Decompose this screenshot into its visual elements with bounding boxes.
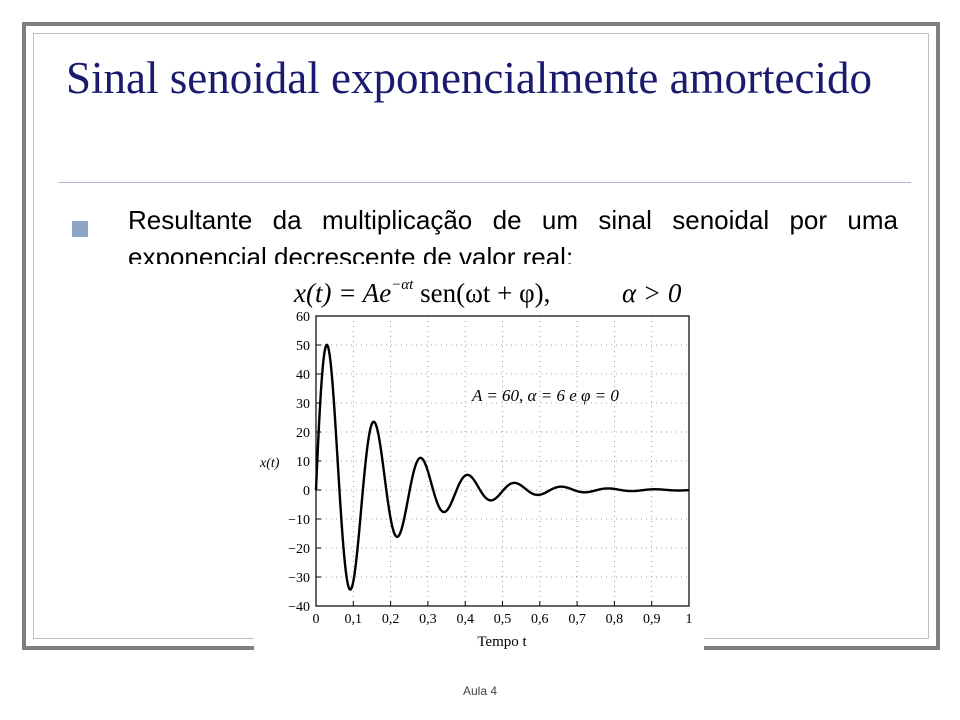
chart-grid bbox=[315, 315, 690, 607]
x-tick-label: 0,9 bbox=[643, 612, 661, 627]
series-line-x-of-t bbox=[314, 343, 690, 591]
y-tick-label: 20 bbox=[296, 426, 310, 441]
y-tick-label: 0 bbox=[303, 484, 310, 499]
y-tick-label: 60 bbox=[296, 310, 310, 325]
formula-exponent: −αt bbox=[391, 277, 414, 293]
y-tick-label: 10 bbox=[296, 455, 310, 470]
x-tick-label: 1 bbox=[686, 612, 693, 627]
x-tick-label: 0,1 bbox=[345, 612, 363, 627]
y-tick-label: −20 bbox=[288, 542, 310, 557]
y-tick-label: −30 bbox=[288, 571, 310, 586]
figure: x(t) = Ae−αt sen(ωt + φ), α > 0 60 50 40 30… bbox=[254, 264, 704, 650]
x-tick-label: 0 bbox=[313, 612, 320, 627]
x-tick-label: 0,4 bbox=[456, 612, 474, 627]
slide-title: Sinal senoidal exponencialmente amorteci… bbox=[66, 53, 872, 103]
x-tick-label: 0,2 bbox=[382, 612, 400, 627]
y-tick-label: 40 bbox=[296, 368, 310, 383]
y-ticks: 60 50 40 30 20 10 0 −10 −20 −30 −40 bbox=[288, 310, 321, 615]
formula-condition: α > 0 bbox=[622, 278, 682, 308]
x-tick-label: 0,7 bbox=[568, 612, 586, 627]
x-tick-label: 0,6 bbox=[531, 612, 549, 627]
y-tick-label: −40 bbox=[288, 600, 310, 615]
footer-label: Aula 4 bbox=[462, 684, 498, 698]
y-axis-label: x(t) bbox=[259, 456, 280, 471]
damped-sine-chart: x(t) = Ae−αt sen(ωt + φ), α > 0 60 50 40 30… bbox=[259, 277, 693, 650]
x-tick-label: 0,3 bbox=[419, 612, 437, 627]
bullet-text: Resultante da multiplicação de um sinal … bbox=[128, 205, 898, 264]
y-tick-label: 30 bbox=[296, 397, 310, 412]
x-tick-label: 0,5 bbox=[494, 612, 512, 627]
x-ticks: 0 0,1 0,2 0,3 0,4 0,5 0,6 0,7 0,8 0,9 1 bbox=[313, 601, 693, 627]
x-tick-label: 0,8 bbox=[606, 612, 624, 627]
x-axis-label: Tempo t bbox=[477, 634, 527, 650]
title-divider bbox=[58, 182, 911, 183]
chart-annotation: A = 60, α = 6 e φ = 0 bbox=[471, 386, 619, 405]
y-tick-label: 50 bbox=[296, 339, 310, 354]
bullet-square-icon bbox=[72, 221, 88, 237]
y-tick-label: −10 bbox=[288, 513, 310, 528]
formula-lhs: x(t) = Ae−αt sen(ωt + φ), bbox=[293, 277, 550, 308]
formula-rhs: sen(ωt + φ), bbox=[413, 278, 550, 308]
